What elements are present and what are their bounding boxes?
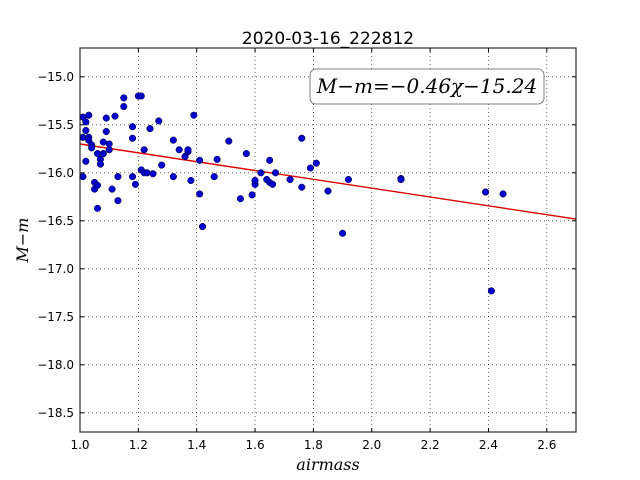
data-point bbox=[114, 197, 122, 205]
data-point bbox=[108, 185, 116, 193]
chart-title: 2020-03-16_222812 bbox=[242, 29, 414, 49]
y-tick-label: −18.0 bbox=[37, 358, 74, 372]
data-point bbox=[169, 173, 177, 181]
fit-equation-frame bbox=[309, 68, 545, 105]
y-tick-label: −16.5 bbox=[37, 214, 74, 228]
data-point bbox=[155, 117, 163, 125]
data-point bbox=[114, 173, 122, 181]
data-point bbox=[271, 169, 280, 177]
grid bbox=[80, 48, 576, 432]
x-tick-label: 2.2 bbox=[421, 438, 440, 452]
y-tick-label: −17.0 bbox=[37, 262, 74, 276]
data-point bbox=[184, 146, 192, 154]
data-point bbox=[196, 156, 204, 164]
data-point bbox=[149, 170, 157, 178]
axis-ticks: 1.0 1.2 1.4 1.6 1.8 2.0 2.2 2.4 2.6 −15.0 −15.5 −16… bbox=[37, 48, 576, 452]
data-point bbox=[251, 176, 259, 185]
data-point bbox=[102, 114, 110, 122]
x-tick-label: 1.0 bbox=[70, 438, 89, 452]
x-tick-label: 2.6 bbox=[537, 438, 556, 452]
data-point bbox=[169, 136, 177, 144]
data-point bbox=[105, 140, 113, 148]
data-point bbox=[128, 134, 137, 142]
data-point bbox=[93, 204, 102, 212]
data-point bbox=[236, 195, 245, 203]
x-tick-label: 1.8 bbox=[304, 438, 323, 452]
data-point bbox=[266, 156, 274, 164]
plot-frame bbox=[79, 47, 577, 433]
data-point bbox=[286, 175, 294, 184]
data-point bbox=[143, 169, 151, 177]
data-point bbox=[99, 150, 107, 158]
data-point bbox=[128, 123, 137, 131]
data-point bbox=[120, 103, 128, 111]
data-point bbox=[120, 94, 128, 102]
x-axis-label: airmass bbox=[296, 455, 359, 474]
data-point bbox=[93, 181, 102, 189]
data-point bbox=[128, 173, 137, 181]
data-point bbox=[312, 159, 320, 167]
x-tick-label: 1.4 bbox=[187, 438, 206, 452]
y-tick-label: −18.5 bbox=[37, 406, 74, 420]
fit-equation-label: M−m=−0.46χ−15.24 bbox=[316, 74, 537, 98]
data-point bbox=[242, 150, 250, 158]
data-point bbox=[187, 176, 195, 185]
data-point bbox=[190, 111, 198, 119]
data-point bbox=[257, 169, 265, 177]
data-point bbox=[324, 187, 332, 195]
data-point bbox=[198, 223, 207, 231]
x-tick-label: 2.4 bbox=[479, 438, 498, 452]
data-point bbox=[82, 127, 90, 135]
data-point bbox=[82, 157, 90, 165]
data-point bbox=[102, 127, 110, 136]
data-point bbox=[140, 146, 148, 154]
data-point bbox=[131, 180, 139, 188]
data-point bbox=[298, 134, 306, 142]
data-point bbox=[210, 173, 218, 181]
fit-line bbox=[79, 143, 577, 220]
y-axis-label: M−m bbox=[13, 218, 32, 264]
data-point bbox=[344, 175, 352, 184]
data-point bbox=[137, 92, 145, 100]
data-points bbox=[79, 92, 507, 295]
y-tick-label: −16.0 bbox=[37, 166, 74, 180]
x-tick-label: 1.2 bbox=[129, 438, 148, 452]
data-point bbox=[213, 155, 221, 163]
data-point bbox=[269, 180, 277, 188]
data-point bbox=[248, 191, 256, 199]
data-point bbox=[397, 175, 405, 184]
data-point bbox=[146, 125, 154, 133]
x-tick-label: 2.0 bbox=[362, 438, 381, 452]
data-point bbox=[487, 287, 495, 295]
y-tick-label: −15.0 bbox=[37, 70, 74, 84]
data-point bbox=[158, 161, 166, 169]
fit-equation-box: M−m=−0.46χ−15.24 bbox=[309, 68, 545, 105]
data-point bbox=[499, 190, 507, 198]
data-point bbox=[175, 146, 183, 154]
y-tick-label: −17.5 bbox=[37, 310, 74, 324]
data-point bbox=[96, 160, 104, 168]
fit-line-layer bbox=[79, 143, 577, 220]
data-point bbox=[339, 229, 347, 237]
x-tick-label: 1.6 bbox=[246, 438, 265, 452]
data-point bbox=[196, 190, 204, 198]
y-tick-label: −15.5 bbox=[37, 118, 74, 132]
data-point bbox=[79, 173, 87, 181]
data-point bbox=[225, 137, 233, 145]
data-point bbox=[111, 112, 119, 120]
data-point bbox=[306, 164, 315, 172]
data-point bbox=[298, 183, 306, 191]
data-point bbox=[88, 144, 96, 152]
data-point bbox=[482, 188, 490, 196]
data-point bbox=[82, 118, 90, 126]
data-point bbox=[85, 111, 93, 119]
